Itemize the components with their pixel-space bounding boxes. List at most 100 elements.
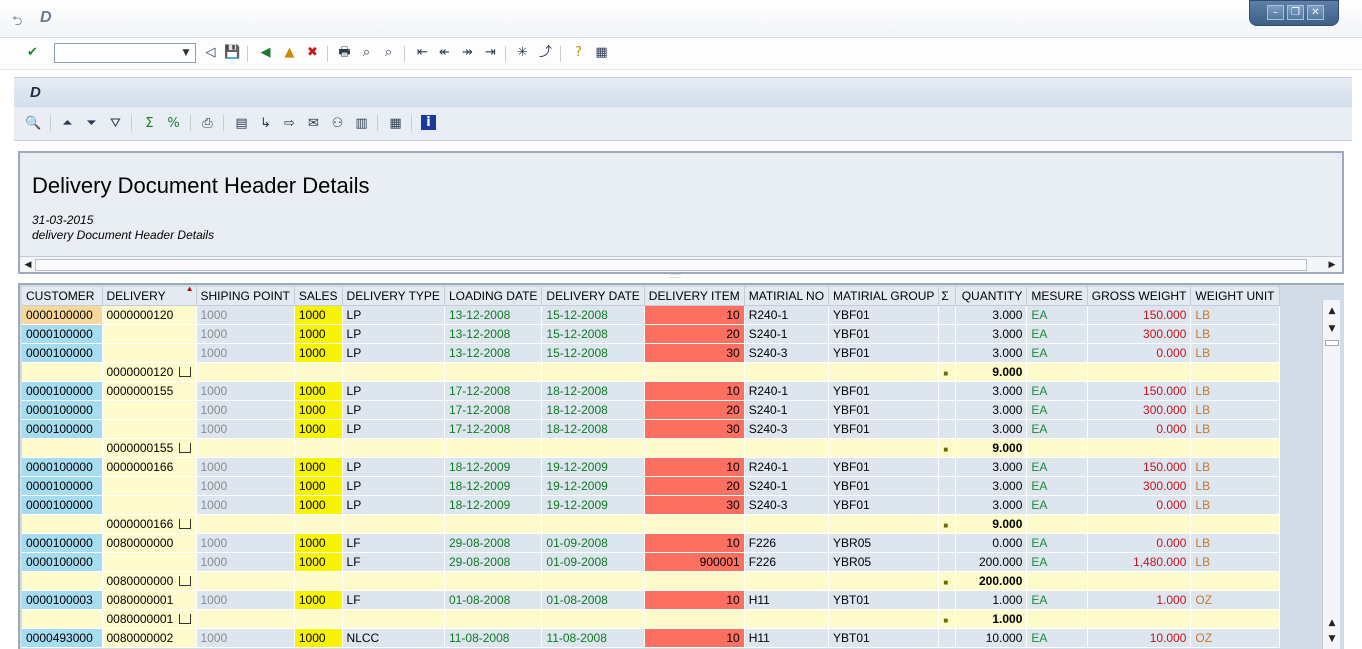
col-header-sigma[interactable]: Σ <box>938 287 957 306</box>
quantity-cell[interactable]: 3.000 <box>955 457 1028 477</box>
material-no-cell[interactable]: R240-1 <box>744 305 830 325</box>
gross-weight-cell[interactable]: 0.000 <box>1087 343 1192 363</box>
col-header-delivery-type[interactable]: DELIVERY TYPE <box>342 287 445 306</box>
material-no-cell[interactable]: S240-3 <box>744 343 830 363</box>
material-no-cell[interactable]: S240-1 <box>744 400 830 420</box>
material-group-cell[interactable]: YBF01 <box>828 419 940 439</box>
customer-cell[interactable]: 0000100000 <box>22 533 103 553</box>
shipping-point-cell[interactable]: 1000 <box>196 533 295 553</box>
measure-cell[interactable]: EA <box>1026 381 1088 401</box>
material-no-cell[interactable]: S240-3 <box>744 419 830 439</box>
col-header-delivery-date[interactable]: DELIVERY DATE <box>541 287 645 306</box>
command-field[interactable]: ▼ <box>54 43 196 63</box>
first-page-icon[interactable]: ⇤ <box>417 45 428 60</box>
measure-cell[interactable]: EA <box>1026 400 1088 420</box>
shipping-point-cell[interactable]: 1000 <box>196 628 295 648</box>
details-icon[interactable]: 🔍 <box>25 116 42 131</box>
delivery-type-cell[interactable]: LF <box>342 533 445 553</box>
customer-cell[interactable]: 0000100003 <box>22 590 103 610</box>
weight-unit-cell[interactable]: LB <box>1190 533 1280 553</box>
next-page-icon[interactable]: ↠ <box>462 45 473 60</box>
weight-unit-cell[interactable]: LB <box>1190 419 1280 439</box>
loading-date-cell[interactable]: 29-08-2008 <box>444 552 543 572</box>
delivery-date-cell[interactable]: 01-09-2008 <box>541 552 645 572</box>
material-no-cell[interactable]: H11 <box>744 590 830 610</box>
shipping-point-cell[interactable]: 1000 <box>196 590 295 610</box>
filter-icon[interactable]: ⛛ <box>110 116 121 131</box>
weight-unit-cell[interactable]: LB <box>1190 495 1280 515</box>
delivery-cell[interactable]: 0080000001 <box>102 590 197 610</box>
weight-unit-cell[interactable]: LB <box>1190 381 1280 401</box>
cancel-icon[interactable]: ✖ <box>307 45 318 60</box>
back-icon[interactable]: ◀ <box>260 45 271 60</box>
sales-cell[interactable]: 1000 <box>294 590 343 610</box>
exit-icon[interactable]: ▲ <box>284 45 295 60</box>
delivery-item-cell[interactable]: 30 <box>644 495 745 515</box>
mail-icon[interactable]: ✉ <box>308 116 319 131</box>
system-menu-icon[interactable]: ⮌ <box>12 13 23 28</box>
previous-page-icon[interactable]: ↞ <box>439 45 450 60</box>
customer-cell[interactable]: 0000100000 <box>22 381 103 401</box>
delivery-date-cell[interactable]: 15-12-2008 <box>541 343 645 363</box>
delivery-item-cell[interactable]: 10 <box>644 590 745 610</box>
delivery-item-cell[interactable]: 10 <box>644 381 745 401</box>
material-group-cell[interactable]: YBT01 <box>828 590 940 610</box>
subtotal-level-icon[interactable] <box>179 613 192 624</box>
material-group-cell[interactable]: YBF01 <box>828 400 940 420</box>
col-header-customer[interactable]: CUSTOMER <box>22 287 103 306</box>
measure-cell[interactable]: EA <box>1026 476 1088 496</box>
close-icon[interactable]: ✕ <box>1307 5 1324 20</box>
delivery-type-cell[interactable]: LP <box>342 343 445 363</box>
customer-cell[interactable]: 0000100000 <box>22 457 103 477</box>
scroll-left-icon[interactable]: ◀ <box>24 260 32 270</box>
scroll-thumb[interactable] <box>1325 340 1339 346</box>
sales-cell[interactable]: 1000 <box>294 476 343 496</box>
sales-cell[interactable]: 1000 <box>294 381 343 401</box>
customer-cell[interactable]: 0000100000 <box>22 324 103 344</box>
loading-date-cell[interactable]: 18-12-2009 <box>444 476 543 496</box>
delivery-item-cell[interactable]: 10 <box>644 457 745 477</box>
word-processing-icon[interactable]: ↳ <box>260 116 271 131</box>
loading-date-cell[interactable]: 13-12-2008 <box>444 343 543 363</box>
delivery-date-cell[interactable]: 01-08-2008 <box>541 590 645 610</box>
delivery-cell[interactable] <box>102 552 197 572</box>
sales-cell[interactable]: 1000 <box>294 533 343 553</box>
subtotal-level-icon[interactable] <box>179 575 192 586</box>
material-group-cell[interactable]: YBF01 <box>828 381 940 401</box>
delivery-cell[interactable]: 0080000000 <box>102 533 197 553</box>
help-icon[interactable]: ? <box>575 45 582 60</box>
quantity-cell[interactable]: 3.000 <box>955 400 1028 420</box>
sales-cell[interactable]: 1000 <box>294 457 343 477</box>
delivery-item-cell[interactable]: 20 <box>644 400 745 420</box>
delivery-cell[interactable] <box>102 324 197 344</box>
material-no-cell[interactable]: H11 <box>744 628 830 648</box>
measure-cell[interactable]: EA <box>1026 533 1088 553</box>
gross-weight-cell[interactable]: 150.000 <box>1087 457 1192 477</box>
measure-cell[interactable]: EA <box>1026 628 1088 648</box>
delivery-type-cell[interactable]: LF <box>342 590 445 610</box>
quantity-cell[interactable]: 3.000 <box>955 305 1028 325</box>
delivery-cell[interactable]: 0000000120 <box>102 305 197 325</box>
col-header-delivery[interactable]: DELIVERY ▲ <box>102 287 197 306</box>
gross-weight-cell[interactable]: 0.000 <box>1087 495 1192 515</box>
sales-cell[interactable]: 1000 <box>294 552 343 572</box>
quantity-cell[interactable]: 0.000 <box>955 533 1028 553</box>
gross-weight-cell[interactable]: 150.000 <box>1087 305 1192 325</box>
subtotal-icon[interactable]: % <box>167 116 180 131</box>
delivery-date-cell[interactable]: 18-12-2008 <box>541 400 645 420</box>
delivery-date-cell[interactable]: 11-08-2008 <box>541 628 645 648</box>
subtotal-quantity-cell[interactable]: 9.000 <box>955 438 1028 458</box>
shipping-point-cell[interactable]: 1000 <box>196 552 295 572</box>
weight-unit-cell[interactable]: LB <box>1190 343 1280 363</box>
delivery-cell[interactable]: 0080000002 <box>102 628 197 648</box>
splitter-handle[interactable]: :::::: <box>669 273 681 280</box>
customer-cell[interactable]: 0000100000 <box>22 476 103 496</box>
collapse-left-icon[interactable]: ◁ <box>205 45 216 60</box>
gross-weight-cell[interactable]: 150.000 <box>1087 381 1192 401</box>
gross-weight-cell[interactable]: 10.000 <box>1087 628 1192 648</box>
delivery-item-cell[interactable]: 10 <box>644 533 745 553</box>
col-header-weight-unit[interactable]: WEIGHT UNIT <box>1190 287 1280 306</box>
weight-unit-cell[interactable]: LB <box>1190 457 1280 477</box>
abc-analysis-icon[interactable]: ⚇ <box>331 116 344 131</box>
shipping-point-cell[interactable]: 1000 <box>196 305 295 325</box>
